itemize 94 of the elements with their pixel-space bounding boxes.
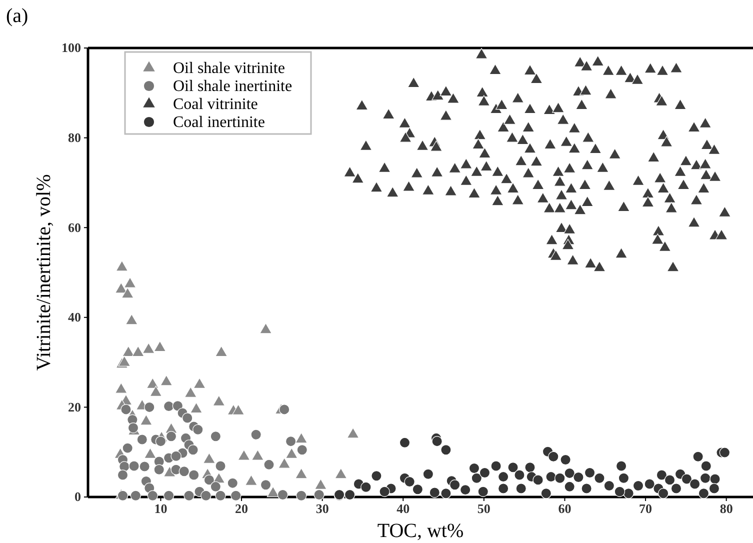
point bbox=[142, 342, 155, 354]
point bbox=[314, 478, 327, 490]
point bbox=[117, 490, 128, 501]
point bbox=[130, 490, 142, 501]
point bbox=[166, 431, 177, 442]
point bbox=[170, 450, 182, 462]
point bbox=[296, 490, 307, 501]
x-tick-label: 40 bbox=[396, 501, 410, 516]
point bbox=[118, 356, 131, 366]
point bbox=[124, 277, 136, 288]
point bbox=[188, 444, 198, 456]
point bbox=[334, 468, 348, 479]
point bbox=[144, 448, 156, 458]
point bbox=[295, 468, 308, 479]
x-tick-label: 80 bbox=[720, 501, 733, 516]
y-axis-title: Vitrinite/inertinite, vol% bbox=[33, 174, 55, 371]
point bbox=[184, 490, 194, 501]
point bbox=[230, 490, 242, 501]
point bbox=[252, 449, 264, 460]
legend-label: Coal vitrinite bbox=[173, 96, 258, 113]
x-tick-label: 70 bbox=[639, 501, 652, 516]
point bbox=[212, 395, 226, 406]
x-axis-title: TOC, wt% bbox=[377, 520, 464, 542]
legend-label: Coal inertinite bbox=[173, 114, 265, 131]
point bbox=[125, 314, 138, 325]
point bbox=[285, 448, 298, 458]
point bbox=[140, 414, 152, 426]
point bbox=[227, 478, 238, 488]
point bbox=[192, 424, 204, 435]
point bbox=[215, 490, 226, 501]
point bbox=[295, 432, 308, 444]
point bbox=[204, 474, 215, 486]
point bbox=[154, 340, 166, 352]
legend-label: Oil shale inertinite bbox=[173, 78, 292, 95]
point bbox=[278, 458, 291, 468]
point bbox=[200, 490, 212, 501]
point bbox=[346, 427, 360, 438]
point bbox=[232, 404, 244, 415]
x-tick-label: 10 bbox=[154, 501, 168, 516]
point bbox=[116, 260, 128, 272]
point bbox=[184, 386, 197, 398]
point bbox=[215, 346, 228, 357]
point bbox=[190, 402, 202, 414]
point bbox=[193, 378, 206, 388]
y-tick-label: 80 bbox=[68, 130, 81, 145]
point bbox=[250, 429, 262, 440]
y-tick-label: 100 bbox=[62, 40, 81, 56]
point bbox=[245, 474, 258, 486]
y-tick-label: 20 bbox=[68, 399, 81, 414]
point bbox=[285, 436, 296, 447]
x-tick-label: 50 bbox=[477, 501, 490, 516]
point bbox=[178, 466, 190, 477]
x-tick-label: 60 bbox=[558, 501, 572, 516]
point bbox=[238, 449, 250, 460]
point bbox=[314, 489, 324, 500]
point bbox=[146, 378, 159, 388]
point bbox=[277, 489, 288, 500]
point bbox=[139, 461, 150, 472]
x-tick-label: 20 bbox=[235, 501, 248, 516]
point bbox=[132, 346, 144, 357]
point bbox=[144, 402, 155, 413]
point bbox=[210, 481, 222, 492]
y-tick-label: 40 bbox=[68, 310, 81, 325]
point bbox=[136, 434, 148, 445]
point bbox=[121, 287, 134, 298]
x-tick-label: 30 bbox=[316, 501, 329, 516]
legend-label: Oil shale vitrinite bbox=[173, 60, 285, 77]
point bbox=[260, 480, 272, 490]
point bbox=[128, 460, 140, 472]
point bbox=[182, 412, 193, 424]
point bbox=[264, 459, 274, 470]
y-tick-label: 60 bbox=[68, 220, 81, 235]
point bbox=[296, 444, 308, 456]
point bbox=[172, 400, 184, 412]
point bbox=[260, 322, 272, 334]
point bbox=[154, 464, 164, 475]
point bbox=[266, 486, 280, 498]
point bbox=[117, 470, 128, 480]
chart-title: (a) bbox=[6, 5, 28, 27]
y-tick-label: 0 bbox=[74, 489, 81, 504]
point bbox=[122, 442, 133, 454]
point bbox=[163, 490, 174, 501]
point bbox=[114, 382, 128, 394]
point bbox=[120, 404, 132, 415]
point bbox=[210, 431, 222, 442]
point bbox=[150, 386, 162, 397]
point bbox=[160, 374, 173, 386]
point bbox=[279, 404, 290, 415]
point bbox=[203, 452, 216, 464]
point bbox=[215, 460, 226, 472]
point bbox=[147, 490, 158, 501]
point bbox=[188, 470, 200, 480]
point bbox=[155, 436, 166, 447]
point bbox=[163, 400, 174, 412]
